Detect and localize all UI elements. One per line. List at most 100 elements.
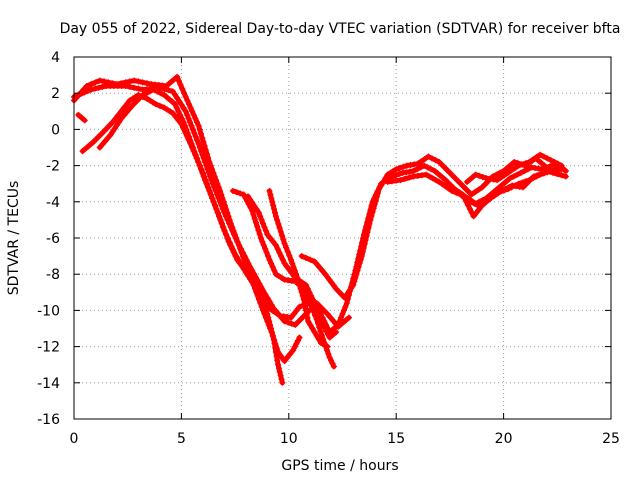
data-point: [528, 164, 535, 171]
data-point: [473, 209, 480, 216]
data-point: [472, 200, 479, 207]
data-point: [517, 169, 524, 176]
data-point: [241, 253, 248, 260]
data-point: [81, 117, 88, 124]
x-tick-label: 20: [495, 431, 513, 447]
data-point: [470, 213, 477, 220]
data-point: [316, 324, 323, 331]
data-point: [349, 279, 356, 286]
data-point: [294, 319, 301, 326]
data-point: [247, 196, 254, 203]
data-point: [123, 109, 130, 116]
data-point: [324, 343, 331, 350]
data-point: [237, 245, 244, 252]
data-point: [355, 255, 362, 262]
data-point: [161, 85, 168, 92]
data-point: [468, 191, 475, 198]
series-track-13: [464, 151, 565, 185]
data-point: [152, 101, 159, 108]
data-point: [165, 87, 172, 94]
data-point: [512, 165, 519, 172]
data-point: [330, 363, 337, 370]
data-point: [509, 182, 516, 189]
data-point: [188, 140, 195, 147]
data-point: [270, 238, 277, 245]
data-point: [253, 206, 260, 213]
data-point: [250, 211, 257, 218]
data-point: [181, 122, 188, 129]
data-point: [558, 162, 565, 169]
data-point: [218, 220, 225, 227]
data-point: [363, 223, 370, 230]
data-point: [259, 238, 266, 245]
data-point: [535, 165, 542, 172]
y-tick-label: -6: [46, 231, 60, 247]
data-point: [96, 144, 103, 151]
data-point: [209, 180, 216, 187]
data-point: [196, 126, 203, 133]
data-point: [260, 287, 267, 294]
data-point: [189, 144, 196, 151]
data-point: [224, 235, 231, 241]
data-point: [444, 167, 451, 174]
data-point: [345, 292, 352, 299]
y-axis-label: SDTVAR / TECUs: [6, 181, 22, 296]
data-point: [368, 202, 375, 209]
data-point: [348, 283, 355, 290]
data-point: [261, 303, 268, 310]
grid: [74, 57, 611, 419]
data-point: [109, 119, 116, 126]
data-point: [262, 291, 269, 298]
data-point: [252, 274, 259, 281]
series-track-5: [96, 86, 286, 386]
data-point: [143, 90, 150, 97]
data-point: [146, 88, 153, 95]
data-point: [254, 277, 261, 284]
data-point: [203, 150, 210, 157]
data-point: [185, 133, 192, 140]
data-point: [249, 207, 256, 214]
data-point: [232, 235, 239, 241]
data-point: [106, 122, 113, 129]
data-point: [214, 209, 221, 216]
data-point: [272, 242, 279, 249]
data-point: [192, 151, 199, 158]
data-point: [290, 311, 297, 318]
data-point: [217, 216, 224, 223]
data-point: [532, 165, 539, 172]
data-point: [191, 130, 198, 137]
data-point: [81, 89, 88, 96]
series-track-12: [449, 162, 567, 220]
data-point: [354, 259, 361, 266]
data-point: [192, 133, 199, 140]
data-point: [358, 243, 365, 250]
data-point: [298, 253, 305, 260]
data-point: [326, 354, 333, 361]
data-point: [229, 227, 236, 234]
data-point: [325, 350, 332, 357]
data-point: [198, 148, 205, 155]
data-point: [299, 292, 306, 299]
data-point: [560, 166, 567, 173]
data-point: [271, 206, 278, 213]
data-point: [463, 198, 470, 205]
data-point: [91, 85, 98, 92]
data-point: [475, 186, 482, 193]
data-point: [486, 175, 493, 182]
data-point: [476, 198, 483, 205]
data-point: [367, 206, 374, 213]
data-point: [278, 253, 285, 260]
data-point: [95, 133, 102, 140]
data-point: [102, 138, 109, 145]
data-point: [193, 119, 200, 126]
data-point: [195, 140, 202, 147]
y-tick-label: -10: [37, 303, 60, 319]
data-point: [277, 228, 284, 235]
data-point: [442, 177, 449, 184]
data-point: [184, 97, 191, 104]
data-point: [284, 248, 291, 255]
data-point: [267, 321, 274, 328]
data-point: [315, 336, 322, 343]
data-point: [436, 158, 443, 165]
data-point: [274, 357, 281, 364]
